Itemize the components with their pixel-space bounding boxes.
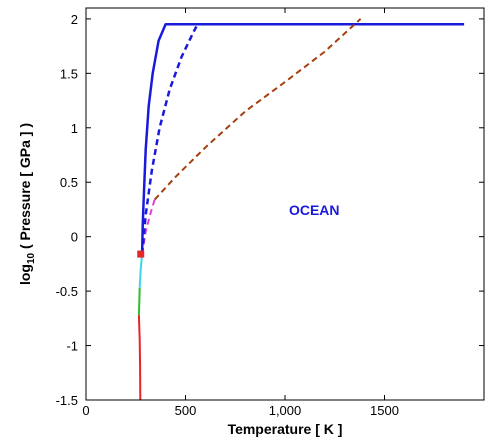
x-tick-label-2: 1,000 xyxy=(269,403,302,418)
series-line-5 xyxy=(140,23,465,255)
tick-layer: 0 500 1,000 1500 2 1.5 1 0.5 0 -0.5 -1 -1.5 xyxy=(56,8,484,418)
x-axis-label: Temperature [ K ] xyxy=(228,421,343,437)
series-layer xyxy=(137,18,465,401)
series-line-1 xyxy=(137,315,142,401)
plot-area-frame xyxy=(85,7,485,401)
y-tick-label-6: -1 xyxy=(66,339,78,354)
annotation-1: OCEAN xyxy=(289,202,340,218)
x-tick-label-3: 1500 xyxy=(370,403,399,418)
series-line-6 xyxy=(140,25,198,255)
x-tick-label-0: 0 xyxy=(82,403,89,418)
y-tick-label-7: -1.5 xyxy=(56,393,78,408)
series-line-3 xyxy=(138,254,144,288)
marker-1 xyxy=(137,250,145,258)
series-line-7 xyxy=(153,18,362,201)
y-tick-label-5: -0.5 xyxy=(56,284,78,299)
y-axis-label-base: log xyxy=(17,264,33,285)
series-line-2 xyxy=(137,287,141,316)
y-tick-label-0: 2 xyxy=(71,12,78,27)
x-tick-label-1: 500 xyxy=(175,403,197,418)
y-tick-label-1: 1.5 xyxy=(60,66,78,81)
y-tick-label-2: 1 xyxy=(71,121,78,136)
annotation-layer: OCEAN xyxy=(289,202,340,218)
y-axis-label: log10 ( Pressure [ GPa ] ) xyxy=(17,123,37,285)
y-tick-label-4: 0 xyxy=(71,230,78,245)
y-axis-label-subscript: 10 xyxy=(26,252,37,264)
y-tick-label-3: 0.5 xyxy=(60,175,78,190)
y-axis-label-rest: ( Pressure [ GPa ] ) xyxy=(17,123,33,253)
marker-layer xyxy=(137,250,145,258)
